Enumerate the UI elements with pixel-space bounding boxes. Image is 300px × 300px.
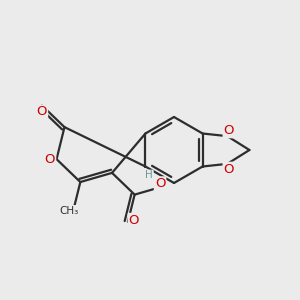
Text: O: O [155, 177, 165, 190]
Text: O: O [45, 153, 55, 166]
Text: O: O [129, 214, 139, 227]
Text: O: O [224, 124, 234, 137]
Text: O: O [224, 163, 234, 176]
Text: CH₃: CH₃ [59, 206, 78, 216]
Text: H: H [145, 170, 153, 180]
Text: O: O [37, 106, 47, 118]
